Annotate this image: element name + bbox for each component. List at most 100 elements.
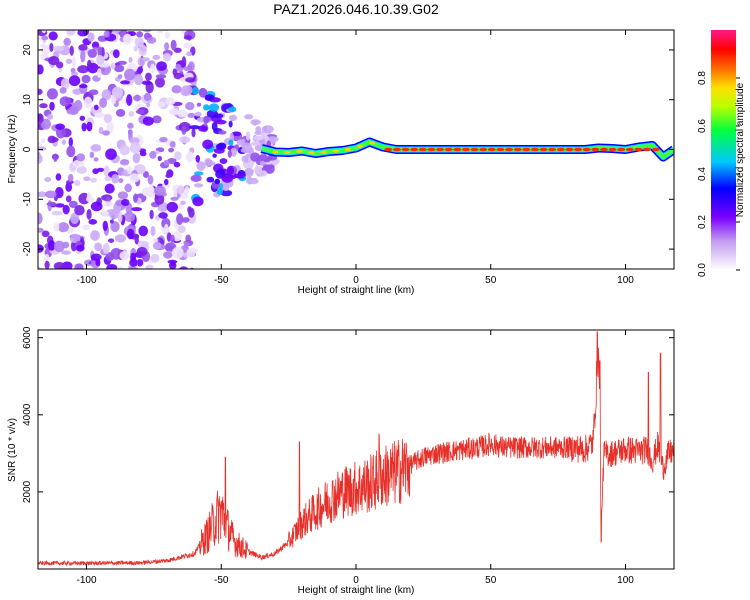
transition-blob [266,136,279,143]
noise-blob [38,146,47,152]
noise-blob [68,200,78,209]
noise-blob [110,221,120,233]
transition-blob [250,141,262,146]
noise-blob [187,206,192,214]
noise-blob [44,260,50,269]
ridge-core [505,147,514,152]
transition-blob [219,158,228,164]
noise-blob [41,230,50,238]
transition-blob [215,119,227,125]
noise-blob [41,35,49,41]
transition-blob [212,153,217,158]
noise-blob [118,178,124,184]
noise-blob [76,166,88,174]
ridge-core [384,147,393,152]
ridge-core [530,147,539,152]
noise-blob [65,195,72,203]
noise-blob [96,55,105,66]
noise-blob [88,219,98,225]
noise-blob [117,191,129,200]
noise-blob [117,74,123,79]
noise-blob [134,74,144,86]
transition-blob [228,114,238,121]
transition-blob [231,131,242,137]
noise-blob [138,225,149,237]
transition-blob [258,154,269,162]
transition-blob [250,152,260,162]
colorbar-label: Normalized spectral amplitude [735,82,746,217]
noise-blob [177,109,188,118]
noise-blob [55,126,66,139]
spec-ytick-label: -10 [22,192,33,207]
noise-blob [67,174,74,182]
transition-blob [211,121,218,132]
noise-blob [103,113,113,124]
noise-blob [180,85,193,95]
noise-blob [104,183,115,194]
ridge-core [470,147,479,152]
noise-blob [55,123,66,130]
noise-blob [47,240,56,251]
noise-blob [183,42,193,49]
noise-blob [183,35,193,40]
transition-blob [228,139,234,146]
ridge-core-weak [332,149,339,153]
ridge-core [522,147,531,152]
noise-blob [110,247,123,260]
noise-blob [81,122,87,132]
noise-blob [59,96,71,107]
ridge-core [410,147,419,152]
noise-blob [94,112,105,118]
noise-blob [38,212,43,225]
noise-blob [149,182,154,195]
noise-blob [111,173,120,184]
noise-blob [51,210,63,216]
snr-x-ticks: -100 -50 0 50 100 [77,330,634,586]
transition-blob [205,94,215,101]
noise-blob [65,58,73,64]
noise-blob [73,179,81,187]
noise-blob [139,151,147,157]
noise-blob [120,80,131,85]
spec-xtick-label: -100 [77,275,97,286]
noise-blob [106,121,114,133]
noise-blob [142,170,150,179]
noise-blob [89,151,95,159]
noise-blob [90,201,103,212]
snr-series [38,331,674,567]
spec-ytick-label: -20 [22,241,33,256]
noise-blob [143,92,152,102]
noise-blob [76,153,86,162]
colorbar: 0.0 0.2 0.4 0.6 0.8 Normalized spectral ampl… [697,30,746,277]
transition-blob [194,111,202,117]
transition-blob [206,176,215,183]
noise-blob [145,72,152,81]
snr-xtick-label: -50 [214,575,229,586]
noise-blob [53,261,66,269]
transition-blob [192,87,200,95]
spectrogram-x-label: Height of straight line (km) [298,285,415,296]
ridge-core [461,147,470,152]
noise-blob [154,194,165,205]
noise-blob [99,97,108,108]
noise-blob [165,173,171,179]
noise-blob [111,86,123,99]
noise-blob [135,109,146,115]
transition-blob [217,130,227,135]
transition-blob [261,125,274,134]
noise-blob [87,32,95,42]
ridge-core [634,147,643,152]
noise-blob [53,240,65,253]
snr-x-label: Height of straight line (km) [298,585,415,596]
transition-blob [253,135,265,141]
noise-blob [150,253,160,263]
ridge-core-weak [344,147,351,152]
noise-blob [180,200,186,205]
noise-blob [136,258,144,267]
noise-blob [114,234,127,243]
noise-blob [126,228,135,240]
snr-panel: -100 -50 0 50 100 2000 4000 6000 Height of str… [7,326,675,596]
noise-blob [173,187,178,200]
noise-blob [136,246,148,257]
noise-blob [168,147,175,153]
